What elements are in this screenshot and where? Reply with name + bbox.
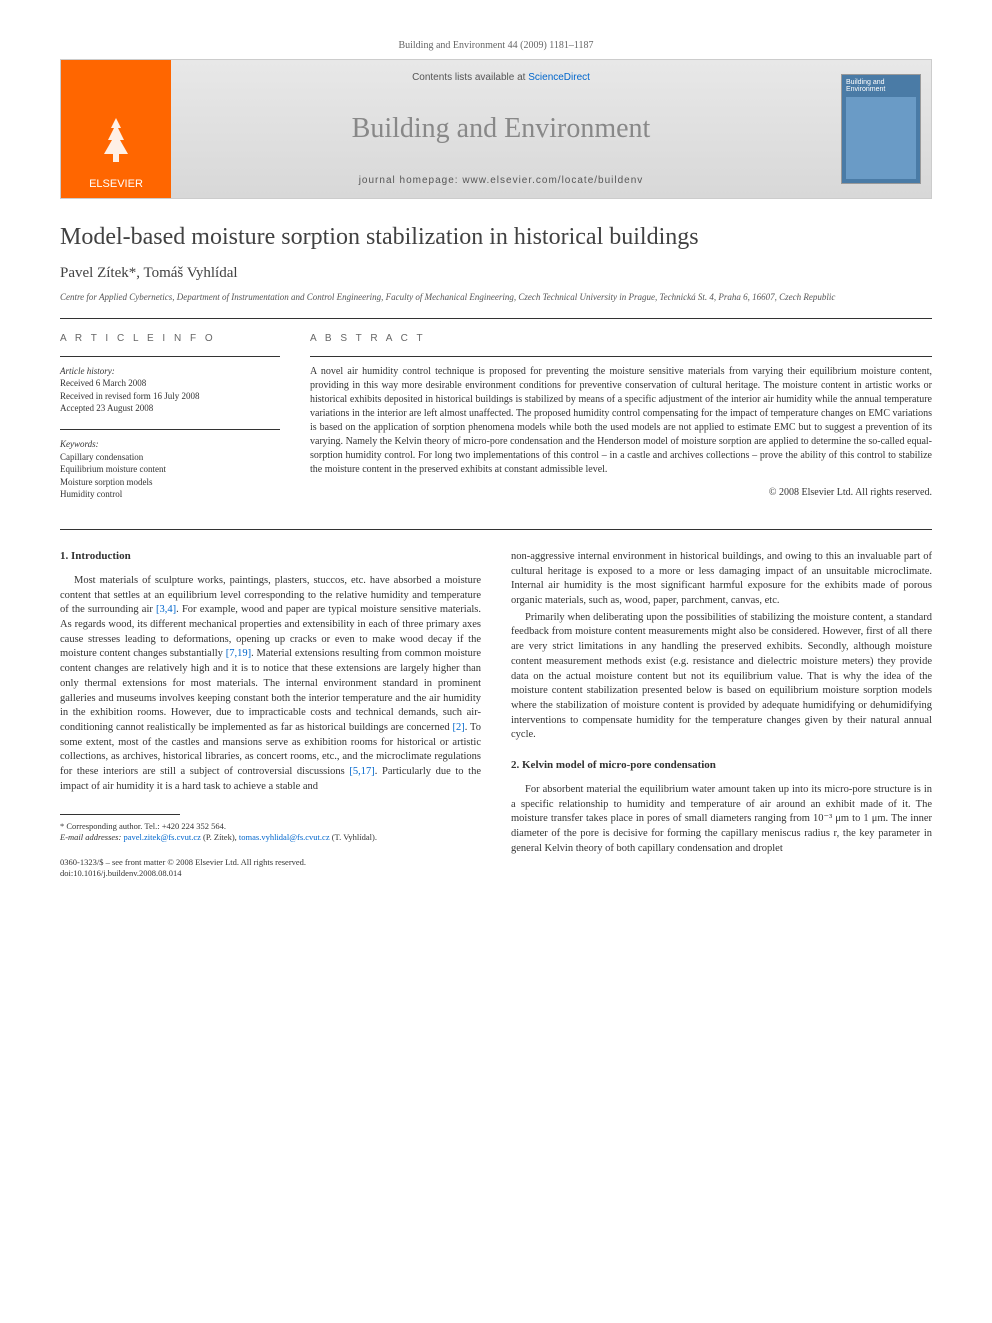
header-citation: Building and Environment 44 (2009) 1181–… bbox=[60, 40, 932, 51]
section-1-heading: 1. Introduction bbox=[60, 550, 481, 562]
info-divider-1 bbox=[60, 356, 280, 357]
contents-line: Contents lists available at ScienceDirec… bbox=[191, 72, 811, 83]
footnote-rule bbox=[60, 814, 180, 815]
abstract-column: A B S T R A C T A novel air humidity con… bbox=[310, 333, 932, 515]
history-heading: Article history: bbox=[60, 365, 280, 378]
right-column: non-aggressive internal environment in h… bbox=[511, 550, 932, 880]
history-line: Accepted 23 August 2008 bbox=[60, 402, 280, 415]
contents-prefix: Contents lists available at bbox=[412, 72, 528, 83]
email-label: E-mail addresses: bbox=[60, 832, 123, 842]
info-divider-2 bbox=[60, 429, 280, 430]
article-info-column: A R T I C L E I N F O Article history: R… bbox=[60, 333, 280, 515]
homepage-url[interactable]: www.elsevier.com/locate/buildenv bbox=[462, 175, 643, 186]
journal-banner: ELSEVIER Contents lists available at Sci… bbox=[60, 59, 932, 199]
section-2-heading: 2. Kelvin model of micro-pore condensati… bbox=[511, 759, 932, 771]
article-history-block: Article history: Received 6 March 2008 R… bbox=[60, 365, 280, 415]
abstract-text: A novel air humidity control technique i… bbox=[310, 365, 932, 477]
affiliation: Centre for Applied Cybernetics, Departme… bbox=[60, 292, 932, 304]
cover-image-placeholder bbox=[846, 97, 916, 179]
ref-link[interactable]: [5,17] bbox=[349, 766, 374, 777]
body-columns: 1. Introduction Most materials of sculpt… bbox=[60, 550, 932, 880]
history-line: Received in revised form 16 July 2008 bbox=[60, 390, 280, 403]
journal-name: Building and Environment bbox=[191, 113, 811, 145]
section-1-para-1: Most materials of sculpture works, paint… bbox=[60, 574, 481, 794]
keyword: Capillary condensation bbox=[60, 451, 280, 464]
email-who-2: (T. Vyhlídal). bbox=[330, 832, 377, 842]
section-1-para-2: non-aggressive internal environment in h… bbox=[511, 550, 932, 609]
corresponding-author-footnote: * Corresponding author. Tel.: +420 224 3… bbox=[60, 821, 481, 843]
page-container: Building and Environment 44 (2009) 1181–… bbox=[0, 0, 992, 920]
footer-block: 0360-1323/$ – see front matter © 2008 El… bbox=[60, 857, 481, 879]
publisher-logo-block: ELSEVIER bbox=[61, 60, 171, 198]
ref-link[interactable]: [3,4] bbox=[156, 604, 176, 615]
keyword: Moisture sorption models bbox=[60, 476, 280, 489]
info-abstract-row: A R T I C L E I N F O Article history: R… bbox=[60, 333, 932, 515]
left-column: 1. Introduction Most materials of sculpt… bbox=[60, 550, 481, 880]
email-link-1[interactable]: pavel.zitek@fs.cvut.cz bbox=[123, 832, 200, 842]
banner-center: Contents lists available at ScienceDirec… bbox=[171, 60, 831, 198]
abstract-divider bbox=[310, 356, 932, 357]
keyword: Humidity control bbox=[60, 488, 280, 501]
email-who-1: (P. Zítek), bbox=[201, 832, 239, 842]
section-2-para-1: For absorbent material the equilibrium w… bbox=[511, 783, 932, 856]
keyword: Equilibrium moisture content bbox=[60, 463, 280, 476]
para-text: . Material extensions resulting from com… bbox=[60, 648, 481, 732]
email-link-2[interactable]: tomas.vyhlidal@fs.cvut.cz bbox=[239, 832, 330, 842]
cover-thumb-block: Building and Environment bbox=[831, 60, 931, 198]
ref-link[interactable]: [7,19] bbox=[226, 648, 251, 659]
sciencedirect-link[interactable]: ScienceDirect bbox=[528, 72, 590, 83]
elsevier-tree-icon bbox=[86, 110, 146, 170]
keywords-block: Keywords: Capillary condensation Equilib… bbox=[60, 438, 280, 501]
divider-bottom bbox=[60, 529, 932, 530]
homepage-label: journal homepage: bbox=[359, 175, 463, 186]
section-1-para-3: Primarily when deliberating upon the pos… bbox=[511, 611, 932, 743]
keywords-heading: Keywords: bbox=[60, 438, 280, 451]
footer-line-1: 0360-1323/$ – see front matter © 2008 El… bbox=[60, 857, 481, 868]
authors: Pavel Zítek*, Tomáš Vyhlídal bbox=[60, 265, 932, 282]
history-line: Received 6 March 2008 bbox=[60, 377, 280, 390]
abstract-copyright: © 2008 Elsevier Ltd. All rights reserved… bbox=[310, 487, 932, 498]
ref-link[interactable]: [2] bbox=[453, 722, 465, 733]
article-info-label: A R T I C L E I N F O bbox=[60, 333, 280, 344]
abstract-label: A B S T R A C T bbox=[310, 333, 932, 344]
journal-cover-thumb: Building and Environment bbox=[841, 74, 921, 184]
footer-line-2: doi:10.1016/j.buildenv.2008.08.014 bbox=[60, 868, 481, 879]
article-title: Model-based moisture sorption stabilizat… bbox=[60, 224, 932, 251]
cover-title: Building and Environment bbox=[846, 79, 916, 93]
footnote-corr: * Corresponding author. Tel.: +420 224 3… bbox=[60, 821, 481, 832]
divider-top bbox=[60, 318, 932, 319]
publisher-name: ELSEVIER bbox=[69, 178, 163, 190]
homepage-line: journal homepage: www.elsevier.com/locat… bbox=[191, 175, 811, 186]
footnote-emails: E-mail addresses: pavel.zitek@fs.cvut.cz… bbox=[60, 832, 481, 843]
